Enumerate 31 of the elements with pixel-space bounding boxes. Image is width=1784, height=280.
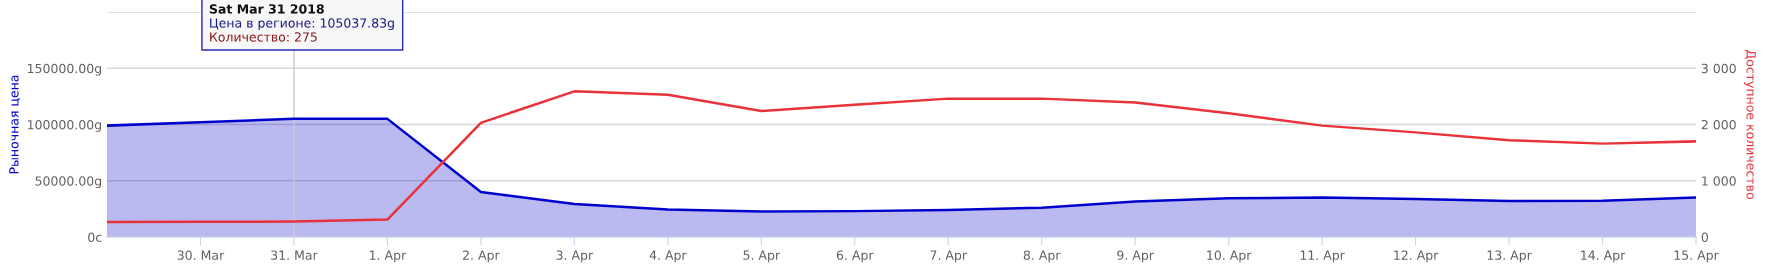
y2-tick-label: 0 xyxy=(1701,232,1708,242)
annotation: Sat Mar 31 2018 xyxy=(209,4,324,14)
x-tick-label: 7. Apr xyxy=(930,250,967,263)
x-tick-label: 8. Apr xyxy=(1023,250,1061,263)
y-tick-label: 50000.00g xyxy=(35,176,101,189)
annotation: Количество: 275 xyxy=(210,32,317,42)
x-tick-label: 30. Mar xyxy=(177,250,225,260)
x-tick-label: 9. Apr xyxy=(1117,250,1154,263)
annotation: Цена в регионе: 105037.83g xyxy=(210,18,394,31)
y2-tick-label: 3 000 xyxy=(1701,63,1736,74)
x-tick-label: 3. Apr xyxy=(556,250,594,263)
x-tick-label: 1. Apr xyxy=(370,250,407,263)
y2-tick-label: 2 000 xyxy=(1701,119,1736,130)
y-tick-label: 150000.00g xyxy=(27,63,101,76)
x-tick-label: 4. Apr xyxy=(649,250,687,263)
x-tick-label: 2. Apr xyxy=(463,250,500,263)
y2-axis-title: Доступное количество xyxy=(1743,50,1756,199)
x-tick-label: 15. Apr xyxy=(1674,250,1719,263)
x-tick-label: 5. Apr xyxy=(743,250,781,263)
x-tick-label: 13. Apr xyxy=(1487,250,1532,263)
y-axis-title: Рыночная цена xyxy=(9,75,21,174)
x-tick-label: 11. Apr xyxy=(1300,250,1345,263)
y-tick-label: 100000.00g xyxy=(27,119,101,132)
line-series xyxy=(107,90,1696,224)
x-tick-label: 31. Mar xyxy=(271,250,318,260)
x-tick-label: 6. Apr xyxy=(836,250,874,263)
x-tick-label: 12. Apr xyxy=(1394,250,1439,263)
y-tick-label: 0c xyxy=(88,232,102,242)
x-tick-label: 14. Apr xyxy=(1581,250,1626,263)
y2-tick-label: 1 000 xyxy=(1702,176,1736,186)
x-tick-label: 10. Apr xyxy=(1207,250,1252,263)
